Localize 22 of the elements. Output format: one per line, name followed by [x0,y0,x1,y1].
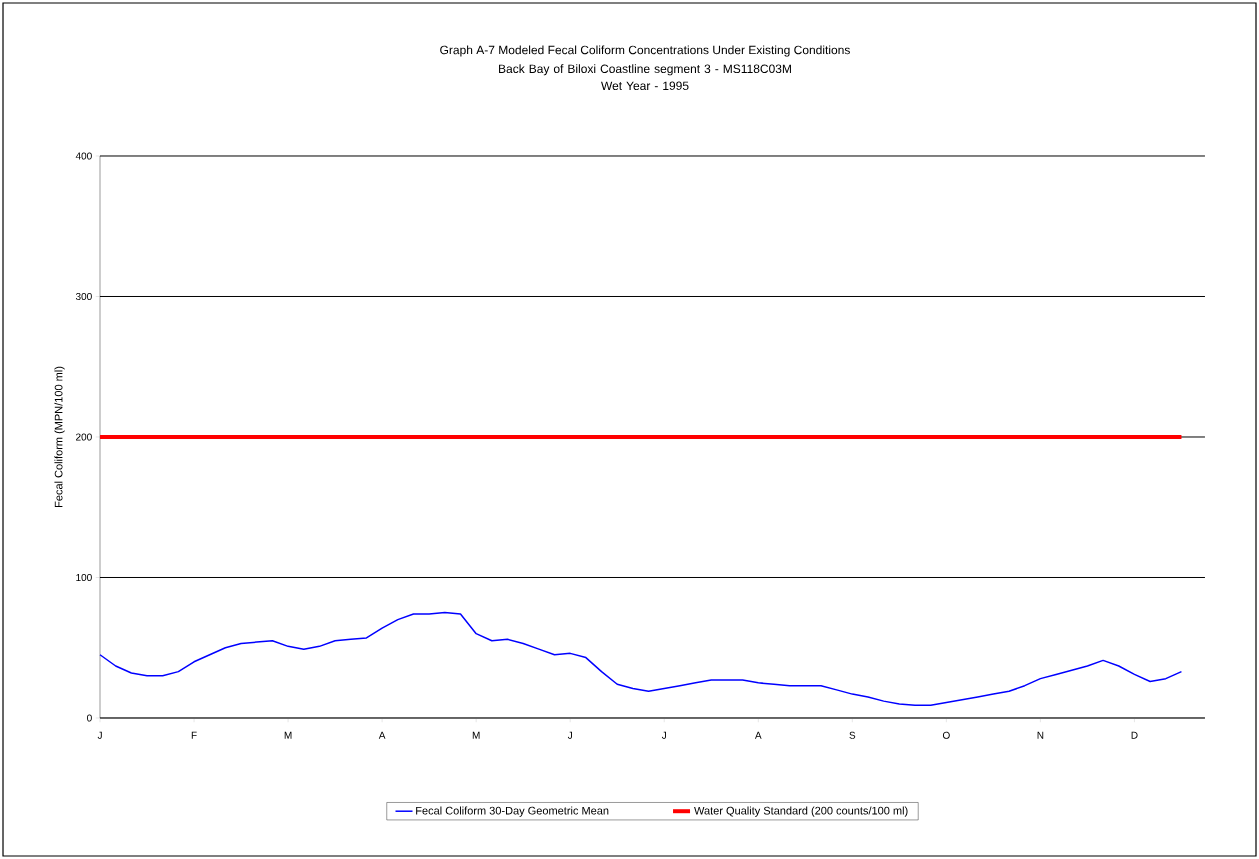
x-tick-label: N [1037,731,1044,739]
x-tick-label: D [1131,731,1138,739]
legend-label: Water Quality Standard (200 counts/100 ml) [694,806,908,817]
x-tick-label: J [567,731,572,739]
x-tick-label: M [284,731,292,739]
chart-subtitle: Back Bay of Biloxi Coastline segment 3 - MS118C03M Wet Year - 1995 [499,64,791,91]
x-tick-label: M [472,731,480,739]
x-tick-label: J [97,731,102,739]
y-tick-label: 400 [75,152,92,160]
y-tick-label: 300 [75,292,92,301]
chart-title: Graph A-7 Modeled Fecal Coliform Concentrations Under Existing Conditions [440,45,850,57]
legend-label: Fecal Coliform 30-Day Geometric Mean [416,806,609,817]
x-tick-label: O [942,731,950,739]
x-tick-label: J [661,731,667,739]
x-tick-label: A [754,731,762,739]
y-tick-label: 0 [87,714,92,722]
x-tick-label: A [378,731,386,739]
x-tick-label: S [849,731,856,739]
y-tick-label: 100 [76,573,92,582]
y-tick-label: 200 [76,433,92,441]
y-axis-title: Fecal Coliform (MPN/100 ml) [54,366,65,507]
x-tick-label: F [191,731,197,739]
